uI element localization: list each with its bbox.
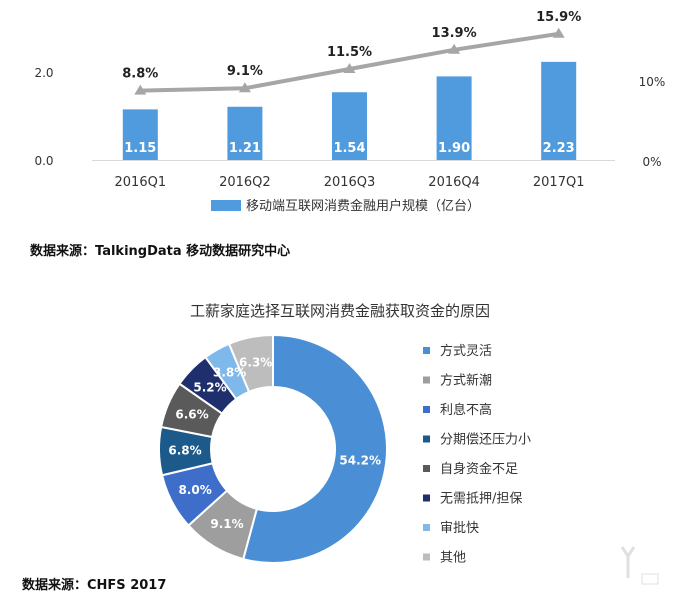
bar-series: 1.15 1.21 1.54 1.90 2.23	[122, 61, 577, 160]
x-axis-tick: 2016Q1	[115, 175, 167, 190]
donut-slice-label: 6.6%	[175, 408, 208, 422]
combo-chart: 1.15 1.21 1.54 1.90 2.23 8.8% 9.1% 11.5% 13.9% 1…	[34, 10, 665, 214]
donut-slice	[242, 333, 388, 564]
legend-swatch	[211, 200, 241, 211]
legend-item: 方式新潮	[440, 373, 492, 389]
x-axis-tick: 2016Q4	[428, 175, 480, 190]
donut-slice-label: 54.2%	[339, 454, 381, 468]
left-axis-tick: 0.0	[34, 154, 53, 168]
donut-slice-label: 6.3%	[239, 356, 272, 370]
legend-swatch	[423, 553, 430, 561]
x-axis-tick: 2016Q2	[219, 175, 271, 190]
legend-item: 无需抵押/担保	[440, 492, 522, 507]
watermark-logo-icon	[620, 546, 659, 585]
legend-swatch	[423, 376, 430, 384]
legend-swatch	[423, 435, 430, 443]
bar-value-label: 2.23	[543, 141, 575, 156]
line-point-marker	[552, 27, 565, 38]
legend-item: 其他	[440, 551, 466, 566]
donut-slice-labels: 54.2% 9.1% 8.0% 6.8% 6.6% 5.2% 3.8%6.3%	[168, 356, 381, 531]
legend-item: 分期偿还压力小	[440, 433, 531, 448]
line-point-marker	[134, 84, 147, 95]
donut-slice-label: 6.8%	[168, 444, 201, 458]
legend-swatch	[423, 465, 430, 472]
bar-2016Q4	[436, 76, 472, 160]
donut-slice-label: 8.0%	[178, 483, 211, 497]
legend-label-bars: 移动端互联网消费金融用户规模（亿台）	[246, 198, 480, 214]
donut-slice	[227, 333, 274, 394]
line-series: 8.8% 9.1% 11.5% 13.9% 15.9%	[122, 10, 581, 95]
line-point-label: 15.9%	[536, 10, 581, 25]
donut-slice-label: 3.8%	[213, 365, 246, 379]
donut-slice-label: 9.1%	[210, 517, 243, 531]
combo-legend: 移动端互联网消费金融用户规模（亿台）	[211, 198, 480, 214]
line-series-path	[140, 31, 560, 93]
axis-ticks: 0.0 2.0 0% 10%	[34, 66, 665, 169]
line-point-label: 8.8%	[122, 67, 158, 82]
x-axis-tick: 2017Q1	[533, 175, 585, 190]
line-point-label: 11.5%	[327, 45, 372, 60]
legend-swatch	[423, 524, 430, 531]
donut-chart: 工薪家庭选择互联网消费金融获取资金的原因 54.2% 9.1% 8.0% 6.8% 6.…	[158, 302, 531, 566]
donut-slice-label: 5.2%	[193, 381, 226, 395]
x-axis-tick: 2016Q3	[324, 175, 376, 190]
source-note-bottom: 数据来源：CHFS 2017	[22, 578, 167, 593]
line-point-marker	[238, 82, 251, 93]
source-note-top: 数据来源：TalkingData 移动数据研究中心	[30, 244, 291, 259]
legend-swatch	[423, 494, 430, 502]
right-axis-tick: 0%	[642, 155, 661, 169]
bar-2017Q1	[541, 61, 577, 160]
x-axis-labels: 2016Q1 2016Q2 2016Q3 2016Q4 2017Q1	[115, 175, 585, 190]
donut-slices	[158, 333, 388, 564]
legend-swatch	[423, 347, 430, 354]
bar-value-label: 1.54	[333, 141, 365, 156]
bar-value-label: 1.15	[124, 141, 156, 156]
bar-2016Q3	[332, 92, 367, 160]
line-point-marker	[448, 43, 461, 54]
right-axis-tick: 10%	[639, 75, 666, 89]
bar-value-label: 1.21	[229, 141, 261, 156]
line-point-label: 13.9%	[432, 26, 477, 41]
pie-title: 工薪家庭选择互联网消费金融获取资金的原因	[190, 302, 490, 320]
legend-item: 利息不高	[440, 402, 492, 418]
left-axis-tick: 2.0	[34, 66, 53, 80]
legend-item: 自身资金不足	[440, 461, 518, 477]
line-point-label: 9.1%	[227, 64, 263, 79]
legend-swatch	[423, 406, 430, 413]
bar-2016Q1	[122, 109, 158, 160]
bar-2016Q2	[227, 106, 263, 160]
legend-item: 方式灵活	[440, 343, 492, 359]
line-point-marker	[343, 63, 356, 73]
bar-value-label: 1.90	[438, 141, 470, 156]
legend-item: 审批快	[440, 521, 479, 536]
